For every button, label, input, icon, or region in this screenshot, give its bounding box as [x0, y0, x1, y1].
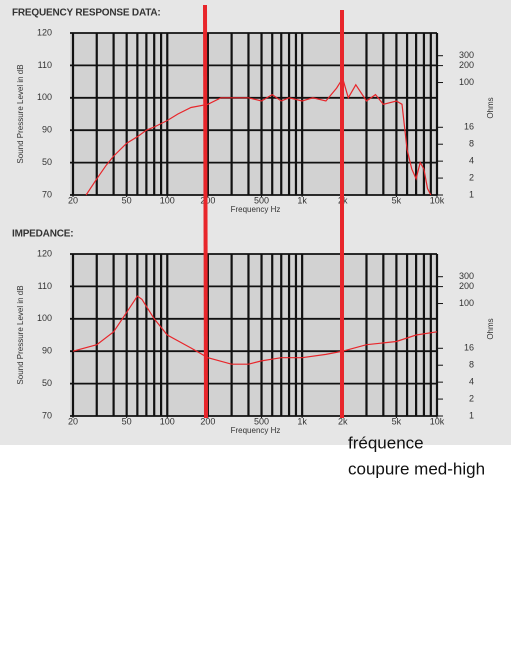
y2-axis-label: Ohms [486, 97, 495, 118]
y2-tick-label: 8 [469, 139, 474, 149]
y2-tick-label: 300 [459, 271, 474, 281]
y2-tick-label: 200 [459, 60, 474, 70]
x-tick-label: 10k [430, 416, 445, 426]
y-tick-label: 90 [42, 125, 52, 135]
y-tick-label: 50 [42, 157, 52, 167]
data-line [72, 295, 438, 365]
annotation: fréquence [348, 433, 424, 452]
x-axis-label: Frequency Hz [231, 205, 281, 214]
y-axis-label: Sound Pressure Level in dB [16, 64, 25, 163]
x-tick-label: 5k [392, 195, 402, 205]
x-tick-label: 200 [200, 195, 215, 205]
y-tick-label: 110 [38, 281, 52, 291]
y-axis-label: Sound Pressure Level in dB [16, 285, 25, 384]
chart-title: IMPEDANCE: [12, 229, 73, 240]
data-line [85, 76, 432, 196]
y-tick-label: 70 [42, 410, 52, 420]
x-axis-label: Frequency Hz [231, 426, 281, 435]
y2-axis-label: Ohms [486, 318, 495, 339]
y-tick-label: 100 [37, 313, 52, 323]
y2-tick-label: 2 [469, 393, 474, 403]
x-tick-label: 1k [297, 195, 307, 205]
x-tick-label: 20 [68, 195, 78, 205]
x-tick-label: 200 [200, 416, 215, 426]
y2-tick-label: 16 [464, 343, 474, 353]
chart-title: FREQUENCY RESPONSE DATA: [12, 8, 161, 19]
y-tick-label: 50 [42, 378, 52, 388]
y-tick-label: 90 [42, 346, 52, 356]
y2-tick-label: 1 [469, 189, 474, 199]
y2-tick-label: 4 [469, 156, 474, 166]
y2-tick-label: 16 [464, 122, 474, 132]
marker-line [203, 4, 208, 419]
y-tick-label: 120 [37, 27, 52, 37]
x-tick-label: 1k [297, 416, 307, 426]
x-tick-label: 500 [254, 195, 269, 205]
plot-area [70, 254, 437, 416]
y2-tick-label: 200 [459, 281, 474, 291]
y-tick-label: 70 [42, 189, 52, 199]
y-tick-label: 110 [38, 60, 52, 70]
y2-tick-label: 100 [459, 77, 474, 87]
x-tick-label: 10k [430, 195, 445, 205]
y-tick-label: 120 [37, 248, 52, 258]
charts: FREQUENCY RESPONSE DATA:7050901001101201… [12, 8, 495, 435]
x-tick-label: 5k [392, 416, 402, 426]
x-tick-label: 50 [122, 195, 132, 205]
y2-tick-label: 8 [469, 360, 474, 370]
y2-tick-label: 4 [469, 377, 474, 387]
y2-tick-label: 300 [459, 50, 474, 60]
annotation: coupure med-high [348, 459, 485, 478]
x-tick-label: 100 [160, 416, 175, 426]
y-tick-label: 100 [37, 92, 52, 102]
plot-area [70, 33, 437, 195]
x-tick-label: 2k [338, 416, 348, 426]
x-tick-label: 500 [254, 416, 269, 426]
x-tick-label: 100 [160, 195, 175, 205]
y2-tick-label: 1 [469, 410, 474, 420]
x-tick-label: 50 [122, 416, 132, 426]
y2-tick-label: 2 [469, 172, 474, 182]
y2-tick-label: 100 [459, 298, 474, 308]
x-tick-label: 20 [68, 416, 78, 426]
